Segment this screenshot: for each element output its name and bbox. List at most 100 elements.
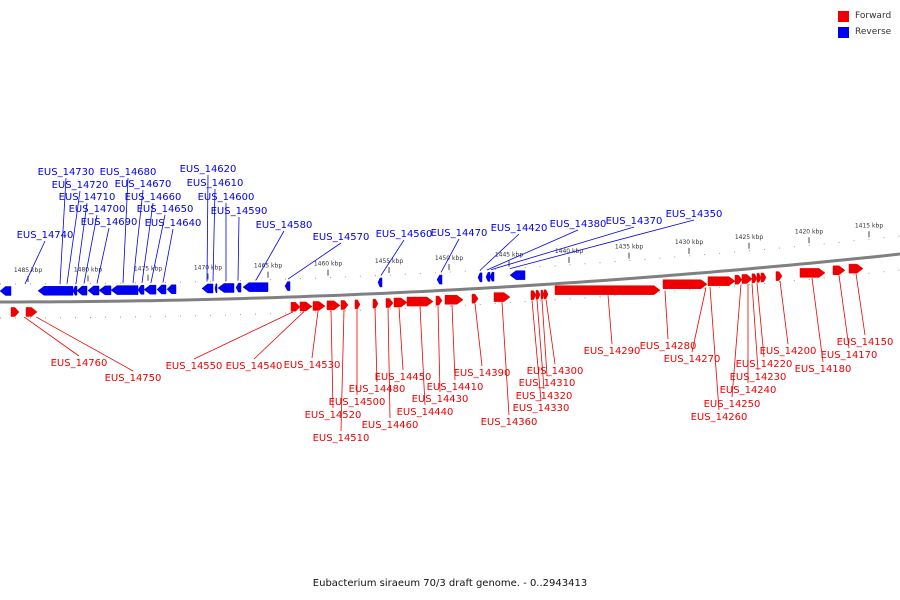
scale-tick-label: 1450 kbp	[435, 255, 463, 262]
reverse-gene-arrow	[37, 286, 74, 296]
reverse-gene-arrow	[235, 282, 242, 293]
reverse-gene-arrow	[377, 277, 383, 288]
reverse-gene-arrow	[156, 284, 167, 295]
reverse-gene-label: EUS_14620	[180, 164, 237, 175]
legend-label-reverse: Reverse	[855, 27, 892, 37]
forward-gene-arrow	[707, 276, 736, 286]
reverse-gene-arrow	[143, 284, 157, 295]
reverse-gene-leader	[479, 233, 520, 271]
reverse-gene-label: EUS_14670	[115, 179, 172, 190]
forward-gene-arrow	[535, 290, 541, 300]
scale-tick-label: 1480 kbp	[74, 267, 102, 274]
reverse-gene-label: EUS_14650	[137, 204, 194, 215]
forward-gene-leader	[751, 283, 759, 371]
forward-gene-arrow	[299, 301, 313, 312]
forward-gene-leader	[311, 310, 319, 359]
forward-gene-leader	[340, 309, 345, 432]
forward-gene-leader	[374, 308, 378, 383]
reverse-gene-leader	[122, 177, 129, 284]
reverse-gene-label: EUS_14370	[606, 216, 663, 227]
forward-gene-arrow	[775, 271, 783, 281]
reverse-gene-label: EUS_14470	[431, 228, 488, 239]
forward-gene-leader	[541, 299, 548, 377]
reverse-gene-arrow	[137, 285, 145, 295]
forward-gene-label: EUS_14520	[305, 410, 362, 421]
reverse-gene-label: EUS_14690	[81, 217, 138, 228]
forward-gene-arrow	[848, 263, 864, 274]
reverse-gene-arrow	[72, 285, 78, 296]
forward-gene-label: EUS_14200	[760, 346, 817, 357]
forward-gene-label: EUS_14460	[362, 420, 419, 431]
forward-gene-leader	[536, 299, 545, 390]
forward-gene-arrow	[554, 285, 661, 295]
forward-gene-leader	[437, 305, 441, 393]
reverse-gene-label: EUS_14420	[491, 223, 548, 234]
forward-gene-arrow	[25, 307, 38, 317]
forward-gene-arrow	[444, 295, 464, 305]
scale-tick-label: 1430 kbp	[675, 239, 703, 246]
forward-gene-arrow	[760, 272, 767, 283]
forward-gene-label: EUS_14240	[720, 385, 777, 396]
forward-gene-leader	[419, 306, 426, 406]
reverse-gene-label: EUS_14610	[187, 178, 244, 189]
reverse-gene-arrow	[76, 285, 88, 296]
forward-gene-arrow	[326, 300, 341, 311]
forward-swatch	[838, 10, 849, 22]
reverse-gene-leader	[490, 226, 635, 271]
reverse-gene-label: EUS_14730	[38, 167, 95, 178]
forward-gene-leader	[398, 307, 404, 371]
reverse-gene-label: EUS_14380	[550, 219, 607, 230]
legend-label-forward: Forward	[855, 11, 892, 21]
reverse-gene-arrow	[489, 271, 495, 282]
reverse-gene-arrow	[436, 274, 443, 285]
scale-tick-label: 1440 kbp	[555, 248, 583, 255]
reverse-gene-arrow	[98, 285, 112, 296]
forward-gene-arrow	[385, 298, 394, 308]
reverse-gene-leader	[75, 202, 88, 284]
genome-caption: Eubacterium siraeum 70/3 draft genome. -…	[312, 578, 588, 589]
scale-tick-label: 1415 kbp	[855, 222, 883, 229]
forward-gene-arrow	[406, 296, 434, 307]
forward-gene-label: EUS_14510	[313, 433, 370, 444]
reverse-gene-label: EUS_14560	[376, 229, 433, 240]
guide-track-bottom	[0, 269, 900, 319]
reverse-gene-leader	[24, 240, 46, 285]
forward-gene-arrow	[393, 297, 408, 308]
forward-gene-label: EUS_14260	[691, 412, 748, 423]
reverse-gene-leader	[66, 190, 81, 284]
forward-gene-label: EUS_14180	[795, 364, 852, 375]
forward-gene-arrow	[734, 274, 743, 285]
reverse-gene-label: EUS_14680	[100, 167, 157, 178]
reverse-gene-label: EUS_14590	[211, 206, 268, 217]
forward-gene-leader	[23, 316, 80, 357]
forward-gene-label: EUS_14360	[481, 417, 538, 428]
legend-item-forward: Forward	[838, 8, 891, 24]
reverse-gene-label: EUS_14720	[52, 180, 109, 191]
forward-gene-arrow	[471, 293, 479, 304]
reverse-gene-leader	[132, 189, 144, 283]
reverse-gene-arrow	[284, 281, 291, 291]
forward-gene-arrow	[10, 307, 20, 317]
forward-gene-leader	[607, 295, 613, 345]
forward-gene-arrow	[493, 292, 511, 302]
forward-gene-arrow	[751, 273, 758, 284]
reverse-gene-leader	[237, 216, 240, 281]
forward-gene-leader	[756, 283, 765, 358]
reverse-gene-arrow	[110, 285, 139, 295]
reverse-gene-arrow	[485, 272, 491, 282]
scale-tick-label: 1425 kbp	[735, 234, 763, 241]
forward-gene-leader	[451, 304, 456, 381]
forward-gene-leader	[855, 273, 866, 336]
legend-item-reverse: Reverse	[838, 24, 891, 40]
forward-gene-label: EUS_14270	[664, 354, 721, 365]
forward-gene-leader	[838, 275, 850, 349]
forward-gene-label: EUS_14750	[105, 373, 162, 384]
reverse-gene-label: EUS_14350	[666, 209, 723, 220]
forward-gene-label: EUS_14540	[226, 361, 283, 372]
forward-gene-leader	[691, 287, 707, 353]
forward-gene-label: EUS_14410	[427, 382, 484, 393]
reverse-gene-leader	[96, 227, 110, 284]
forward-gene-leader	[330, 310, 334, 409]
forward-gene-arrow	[372, 298, 379, 309]
